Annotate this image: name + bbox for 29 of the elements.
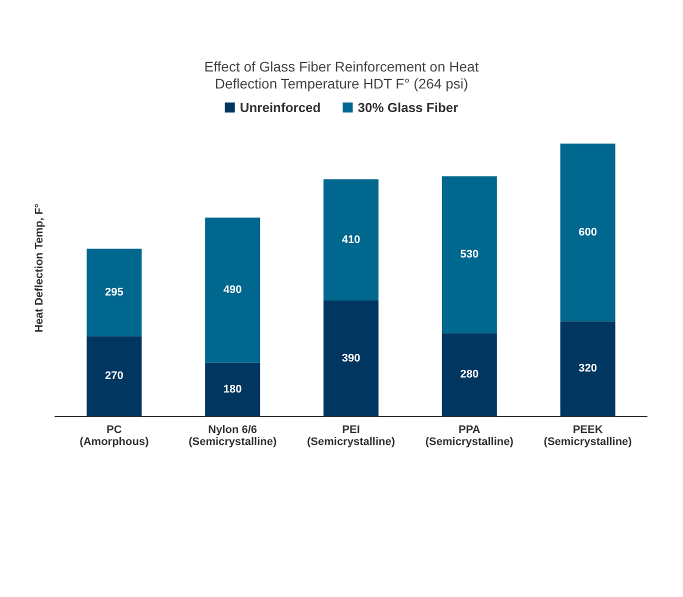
data-label: 490 [223, 284, 242, 296]
x-tick-label: Nylon 6/6 (Semicrystalline) [188, 424, 277, 448]
data-label: 270 [105, 370, 124, 382]
bar [324, 179, 378, 301]
data-label: 320 [578, 362, 597, 375]
data-label: 280 [460, 368, 479, 381]
data-label: 600 [578, 226, 597, 238]
bar [86, 336, 142, 416]
legend-label: Unreinforced [240, 100, 321, 115]
x-tick-label: PC (Amorphous) [80, 424, 150, 448]
legend-label: 30% Glass Fiber [358, 100, 458, 115]
bar [205, 218, 260, 363]
data-label: 530 [460, 248, 479, 261]
chart-title: Effect of Glass Fiber Reinforcement on Heat Deflection Temperature HDT F° (264 psi) [204, 58, 479, 92]
data-label: 295 [105, 286, 124, 298]
bar [560, 144, 616, 322]
x-tick-label: PEEK (Semicrystalline) [544, 424, 632, 448]
data-label: 390 [342, 352, 360, 364]
bar [324, 300, 378, 416]
x-tick-label: PPA (Semicrystalline) [425, 424, 514, 448]
x-tick-label: PEI (Semicrystalline) [306, 424, 396, 448]
y-axis-title: Heat Deflection Temp, F° [34, 204, 46, 332]
bar [86, 248, 142, 336]
bar [442, 176, 497, 334]
bar [560, 321, 616, 416]
bar [442, 333, 497, 416]
data-label: 180 [223, 383, 242, 396]
bar [205, 362, 260, 416]
data-label: 410 [342, 234, 360, 246]
